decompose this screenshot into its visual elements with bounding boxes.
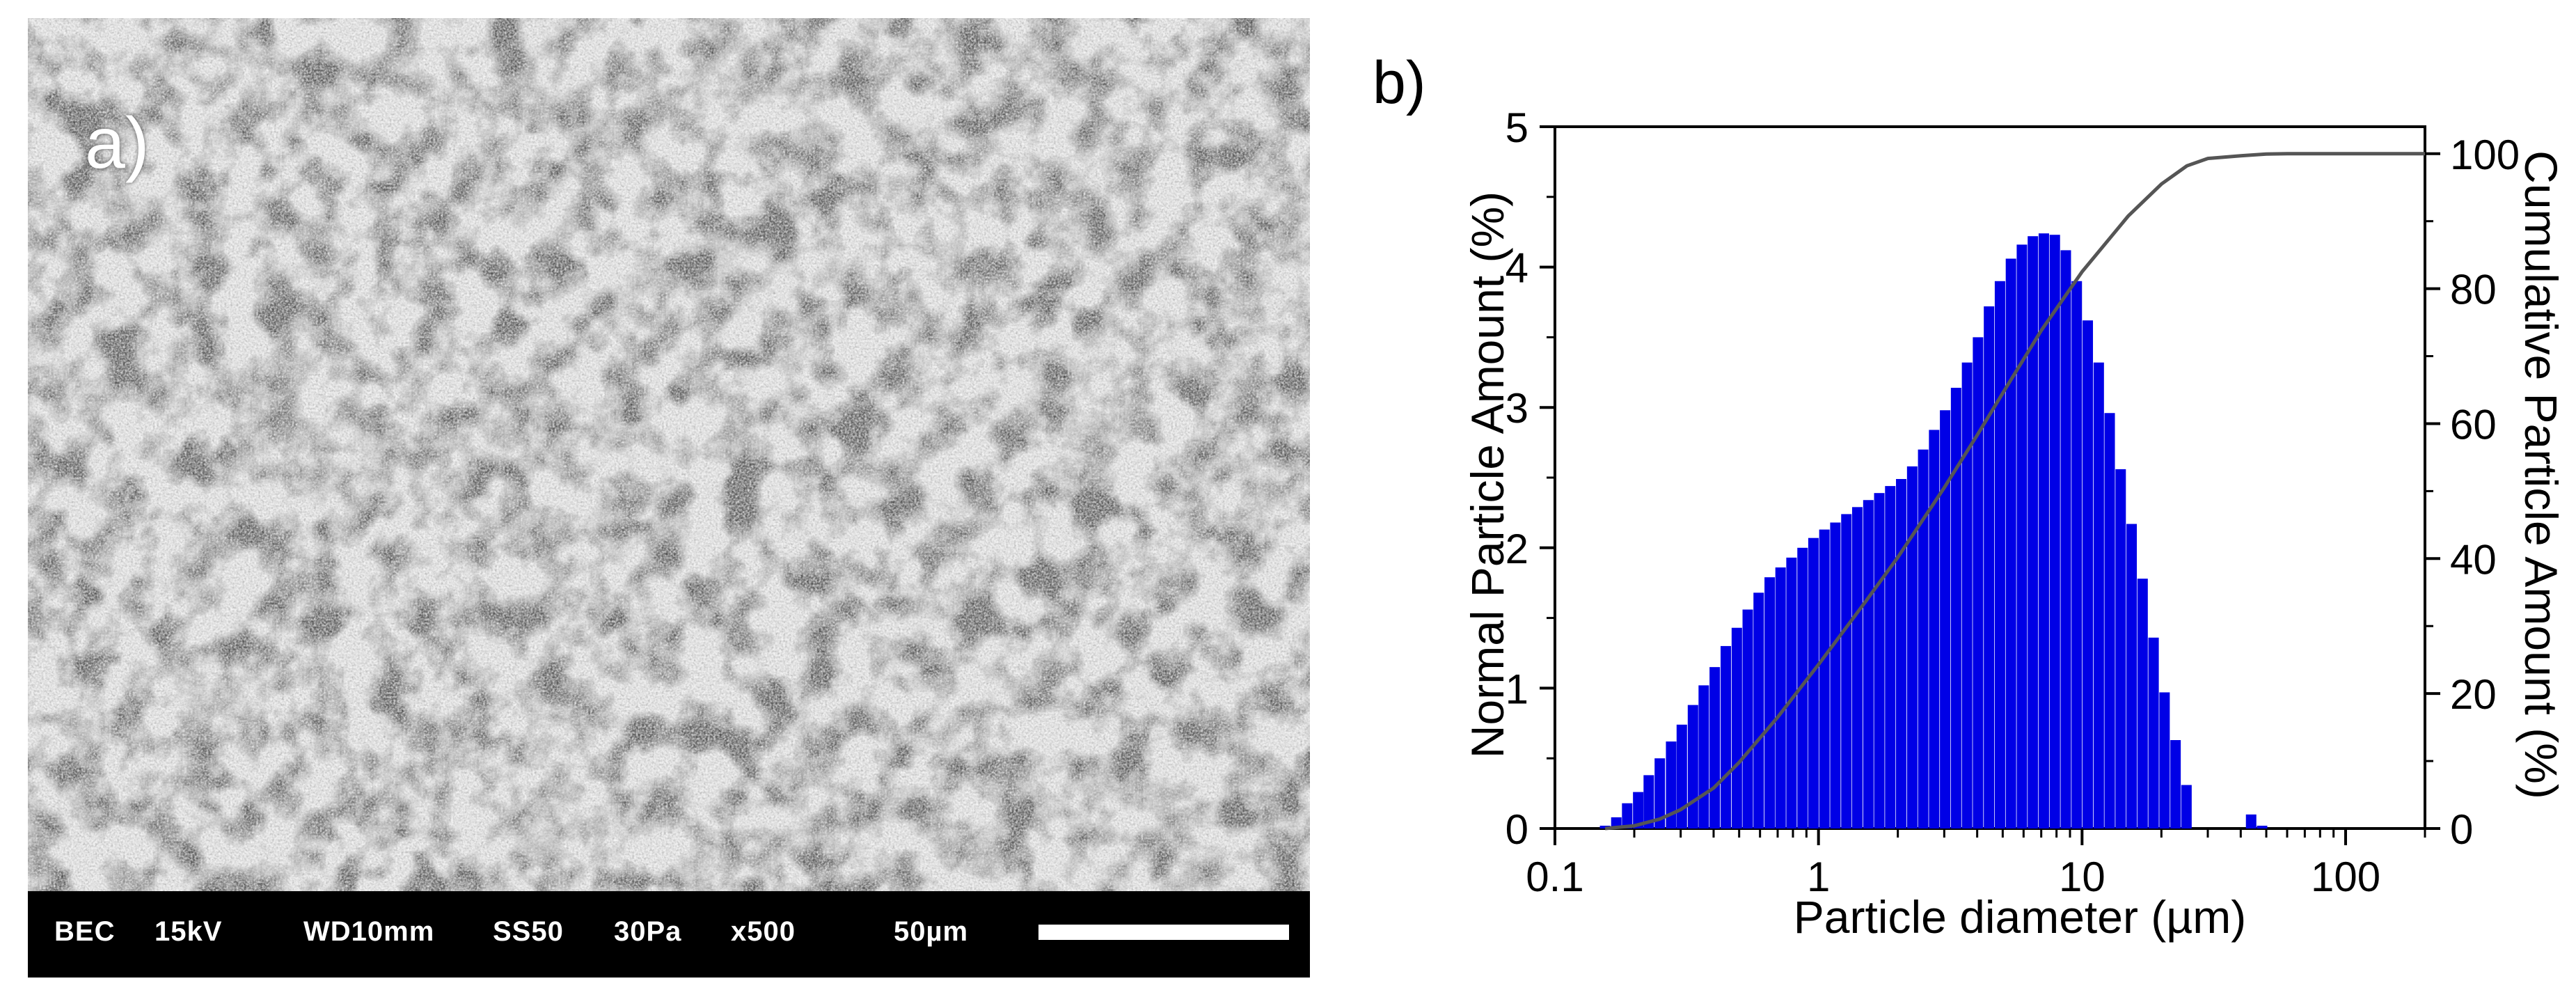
histogram-bar (1874, 493, 1885, 829)
histogram-bar (1797, 547, 1808, 829)
histogram-bar (2093, 362, 2104, 829)
histogram-bar (1918, 449, 1929, 829)
histogram-bar (1906, 466, 1918, 829)
panel-a-label: a) (85, 103, 150, 184)
x-axis-label: Particle diameter (µm) (1794, 891, 2247, 943)
histogram-bar (1622, 803, 1633, 829)
histogram-bar (2049, 235, 2060, 829)
y2-tick-label: 40 (2450, 536, 2497, 583)
pressure-text: 30Pa (614, 916, 682, 947)
histogram-bar (2257, 825, 2268, 829)
histogram-bar (1676, 724, 1687, 829)
histogram-bar (1885, 486, 1896, 829)
histogram-bar (1709, 667, 1721, 829)
histogram-bar (2170, 739, 2181, 829)
histogram-bar (2083, 320, 2094, 829)
histogram-bar (1940, 410, 1951, 829)
histogram-bar (1929, 430, 1940, 829)
x-tick-label: 10 (2059, 854, 2105, 900)
histogram-bar (1742, 609, 1753, 829)
sem-data-bar: BEC 15kV WD10mm SS50 30Pa x500 50µm (28, 891, 1310, 978)
histogram-bar (1786, 557, 1797, 829)
y-tick-label: 2 (1506, 526, 1528, 572)
particle-size-chart-panel: b) 0 1 2 3 4 5 0 20 40 60 80 100 0.1 1 10 100 Particle … (1364, 0, 2576, 997)
histogram-bar (2126, 524, 2138, 829)
histogram-bar (2148, 637, 2159, 829)
scale-label-text: 50µm (894, 916, 969, 947)
y2-tick-label: 100 (2450, 132, 2520, 178)
histogram-bar (2104, 413, 2115, 829)
histogram-bar (1633, 792, 1644, 829)
axis-ticks: 0 1 2 3 4 5 0 20 40 60 80 100 0.1 1 10 100 (1506, 104, 2520, 900)
histogram-bar (2038, 233, 2049, 829)
y-tick-label: 5 (1506, 104, 1528, 151)
panel-b-label: b) (1373, 49, 1425, 116)
histogram-bar (2016, 244, 2028, 829)
magnification-text: x500 (731, 916, 796, 947)
histogram-bar (1950, 387, 1961, 829)
histogram-bar (1819, 529, 1830, 829)
x-tick-label: 0.1 (1526, 854, 1583, 900)
histogram-bar (1721, 645, 1732, 829)
histogram-bar (1973, 337, 1984, 829)
detector-text: BEC (54, 916, 116, 947)
histogram-bar (1961, 362, 1973, 829)
histogram-bar (2115, 469, 2126, 829)
sem-micrograph-panel: a) BEC 15kV WD10mm SS50 30Pa x500 50µm (28, 18, 1310, 978)
histogram-bar (2071, 281, 2083, 829)
histogram-bar (1808, 537, 1819, 829)
y-tick-label: 0 (1506, 806, 1528, 853)
histogram-bar (1830, 522, 1841, 829)
histogram-bar (2137, 579, 2148, 829)
spot-size-text: SS50 (493, 916, 564, 947)
histogram-bar (2181, 785, 2192, 829)
histogram-bar (1994, 281, 2005, 829)
cumulative-curve (1604, 152, 2425, 831)
histogram-bar (1731, 627, 1742, 829)
y2-tick-label: 60 (2450, 401, 2497, 448)
y-axis-label: Normal Particle Amount (%) (1462, 191, 1513, 758)
histogram-bar (1841, 514, 1852, 829)
histogram-bar (1654, 758, 1666, 829)
x-tick-label: 1 (1807, 854, 1830, 900)
histogram-bar (1687, 705, 1698, 829)
histogram-bar (1863, 500, 1874, 829)
y2-tick-label: 0 (2450, 806, 2473, 853)
histogram-bar (1851, 507, 1863, 829)
cumulative-curve-group (1604, 152, 2425, 831)
histogram-bar (1775, 567, 1786, 829)
y-tick-label: 4 (1506, 245, 1528, 292)
histogram-bar (1984, 306, 1995, 829)
histogram-bar (1666, 741, 1677, 829)
histogram-bars (1599, 233, 2268, 829)
y-tick-label: 1 (1506, 666, 1528, 712)
y2-axis-label: Cumulative Particle Amount (%) (2515, 150, 2567, 799)
histogram-bar (2005, 258, 2016, 829)
y-tick-label: 3 (1506, 385, 1528, 432)
working-distance-text: WD10mm (303, 916, 435, 947)
histogram-bar (1896, 479, 1907, 829)
y2-tick-label: 80 (2450, 267, 2497, 313)
voltage-text: 15kV (155, 916, 223, 947)
histogram-bar (1753, 592, 1764, 829)
sem-micrograph-image (28, 18, 1310, 891)
scale-bar (1038, 925, 1289, 940)
histogram-bar (2159, 692, 2170, 829)
histogram-bar (1764, 577, 1776, 829)
y2-tick-label: 20 (2450, 671, 2497, 718)
x-tick-label: 100 (2311, 854, 2380, 900)
histogram-bar (2028, 236, 2039, 829)
particle-size-chart: b) 0 1 2 3 4 5 0 20 40 60 80 100 0.1 1 10 100 Particle … (1373, 49, 2567, 943)
histogram-bar (2245, 814, 2257, 829)
histogram-bar (2060, 250, 2071, 829)
histogram-bar (1643, 775, 1654, 829)
histogram-bar (1698, 685, 1709, 829)
